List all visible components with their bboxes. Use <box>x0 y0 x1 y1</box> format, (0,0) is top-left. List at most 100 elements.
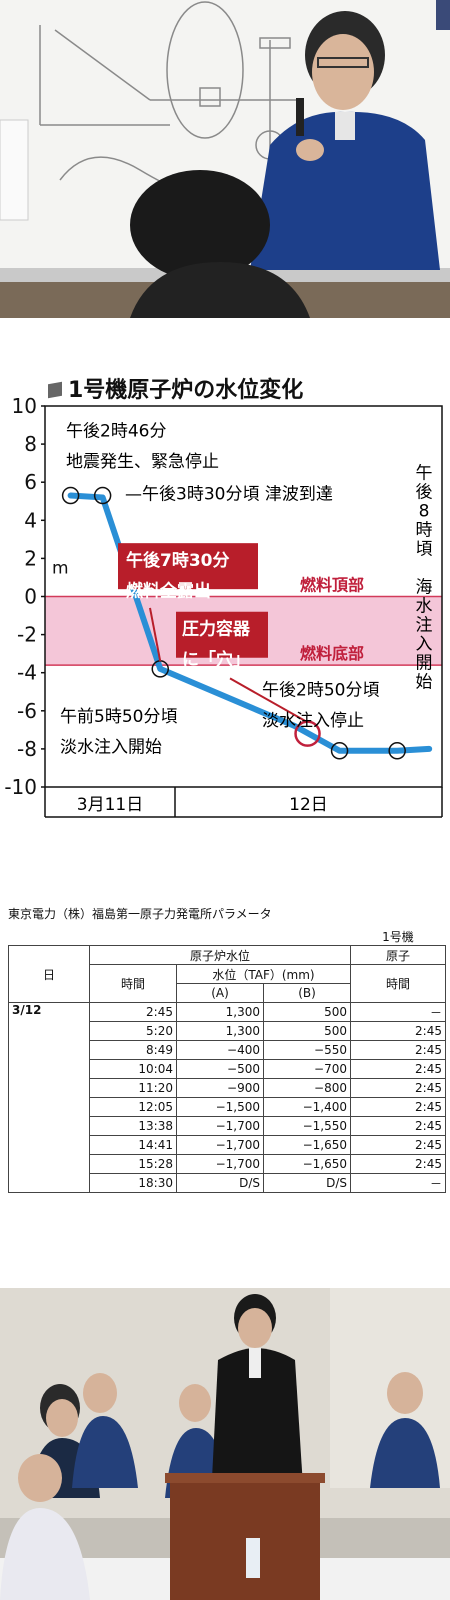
cell-a: −900 <box>176 1078 264 1098</box>
y-axis-label: m <box>52 559 69 579</box>
y-tick-label: 0 <box>24 585 37 609</box>
cell-a: −1,700 <box>176 1116 264 1136</box>
callout-box <box>176 611 268 658</box>
callout-pointer <box>229 677 309 724</box>
cell-time: 12:05 <box>89 1097 177 1117</box>
col-a-header: (A) <box>176 983 264 1003</box>
table-row: 15:28 −1,700 −1,650 2:45 <box>9 1154 446 1174</box>
series-line <box>67 492 433 754</box>
vertical-annotation-char: 入 <box>416 634 433 654</box>
cell-t2: － <box>350 1002 446 1022</box>
group-header: 原子炉水位 <box>89 945 351 965</box>
unit-header: 1号機 <box>350 927 446 946</box>
y-tick-label: 8 <box>24 432 37 456</box>
x-group-label: 3月11日 <box>77 795 143 815</box>
cell-t2: － <box>350 1173 446 1193</box>
y-tick-label: 6 <box>24 470 37 494</box>
col-b-header: (B) <box>263 983 351 1003</box>
parameter-table: 1号機 日 原子炉水位 原子 時間 水位（TAF）(mm) 時間 (A) (B)… <box>8 927 446 1193</box>
callout-text: 燃料全露出 <box>126 581 211 602</box>
cell-a: −1,500 <box>176 1097 264 1117</box>
cell-a: 1,300 <box>176 1002 264 1022</box>
callout-pointer <box>149 607 162 662</box>
annotation-text: —午後3時30分頃 津波到達 <box>125 484 333 504</box>
vertical-annotation-char: 水 <box>416 596 433 616</box>
parameter-table-block: 東京電力（株）福島第一原子力発電所パラメータ 1号機 日 原子炉水位 原子 時間… <box>0 905 450 1225</box>
date-cell: 3/12 <box>8 1002 90 1193</box>
col-time2-header: 時間 <box>350 964 446 1003</box>
col-date-header: 日 <box>8 945 90 1003</box>
cell-t2: 2:45 <box>350 1078 446 1098</box>
vertical-annotation-char: 開 <box>416 653 433 673</box>
cell-time: 2:45 <box>89 1002 177 1022</box>
group-header2: 原子 <box>350 945 446 965</box>
fuel-bottom-label: 燃料底部 <box>300 644 364 663</box>
cell-t2: 2:45 <box>350 1059 446 1079</box>
fuel-top-label: 燃料頂部 <box>300 576 364 595</box>
vertical-annotation-char: 後 <box>416 482 433 502</box>
annotation-text: 淡水注入開始 <box>60 738 162 758</box>
cell-time: 11:20 <box>89 1078 177 1098</box>
y-tick-label: 4 <box>24 508 37 532</box>
annotation-text: 午前5時50分頃 <box>60 707 177 727</box>
y-tick-label: 10 <box>12 394 37 418</box>
event-marker <box>388 742 406 760</box>
vertical-annotation-char: 頃 <box>416 539 433 559</box>
cell-a: 1,300 <box>176 1021 264 1041</box>
cell-b: −1,650 <box>263 1135 351 1155</box>
cell-b: −1,550 <box>263 1116 351 1136</box>
cell-a: −500 <box>176 1059 264 1079</box>
cell-time: 15:28 <box>89 1154 177 1174</box>
y-tick-label: -6 <box>17 699 37 723</box>
y-tick-label: -8 <box>17 737 37 761</box>
table-row: 14:41 −1,700 −1,650 2:45 <box>9 1135 446 1155</box>
event-marker <box>330 742 349 760</box>
cell-b: −1,650 <box>263 1154 351 1174</box>
x-group-label: 12日 <box>289 795 328 815</box>
vertical-annotation-char: 午 <box>416 463 433 483</box>
y-tick-label: -10 <box>4 775 37 799</box>
chart-title: 1号機原子炉の水位変化 <box>48 372 303 404</box>
callout-text: 圧力容器 <box>182 619 251 640</box>
cell-time: 10:04 <box>89 1059 177 1079</box>
cell-b: −550 <box>263 1040 351 1060</box>
table-row: 5:20 1,300 500 2:45 <box>9 1021 446 1041</box>
cell-b: 500 <box>263 1021 351 1041</box>
vertical-annotation-char: 海 <box>416 577 433 597</box>
cell-b: 500 <box>263 1002 351 1022</box>
cell-time: 5:20 <box>89 1021 177 1041</box>
y-tick-label: -4 <box>17 661 37 685</box>
vertical-annotation-char: 時 <box>416 520 433 540</box>
cell-time: 13:38 <box>89 1116 177 1136</box>
callout-box <box>118 543 258 590</box>
cell-b: D/S <box>263 1173 351 1193</box>
cell-b: −1,400 <box>263 1097 351 1117</box>
cell-b: −700 <box>263 1059 351 1079</box>
photo-press-conference <box>0 1288 450 1600</box>
cell-t2: 2:45 <box>350 1040 446 1060</box>
cell-a: −1,700 <box>176 1135 264 1155</box>
table-row: 18:30 D/S D/S － <box>9 1173 446 1193</box>
col-time-header: 時間 <box>89 964 177 1003</box>
annotation-text: 午後2時46分 <box>66 421 166 441</box>
cell-a: −1,700 <box>176 1154 264 1174</box>
photo-speaker-whiteboard <box>0 0 450 318</box>
event-marker <box>61 486 80 505</box>
chart-title-text: 1号機原子炉の水位変化 <box>68 378 304 403</box>
event-marker <box>93 486 112 505</box>
cell-a: D/S <box>176 1173 264 1193</box>
y-tick-label: 2 <box>24 546 37 570</box>
cell-time: 14:41 <box>89 1135 177 1155</box>
y-tick-label: -2 <box>17 623 37 647</box>
water-level-chart: 1号機原子炉の水位変化 燃料頂部燃料底部 10 8 6 4 2 0 -2 -4 -6 -8 -10 m 3… <box>0 370 450 840</box>
vertical-annotation-char: 注 <box>416 615 433 635</box>
vertical-annotation-char: 8 <box>419 501 430 521</box>
col-level-header: 水位（TAF）(mm) <box>176 964 351 984</box>
table-row: 3/12 2:45 1,300 500 － <box>8 1002 446 1193</box>
table-body: 3/12 2:45 1,300 500 － 5:20 1,300 500 2:45 8:49 −40… <box>8 1002 446 1193</box>
table-row: 13:38 −1,700 −1,550 2:45 <box>9 1116 446 1136</box>
callout-text: 午後7時30分 <box>126 550 230 571</box>
cell-t2: 2:45 <box>350 1154 446 1174</box>
vertical-annotation-char: 始 <box>416 672 433 692</box>
